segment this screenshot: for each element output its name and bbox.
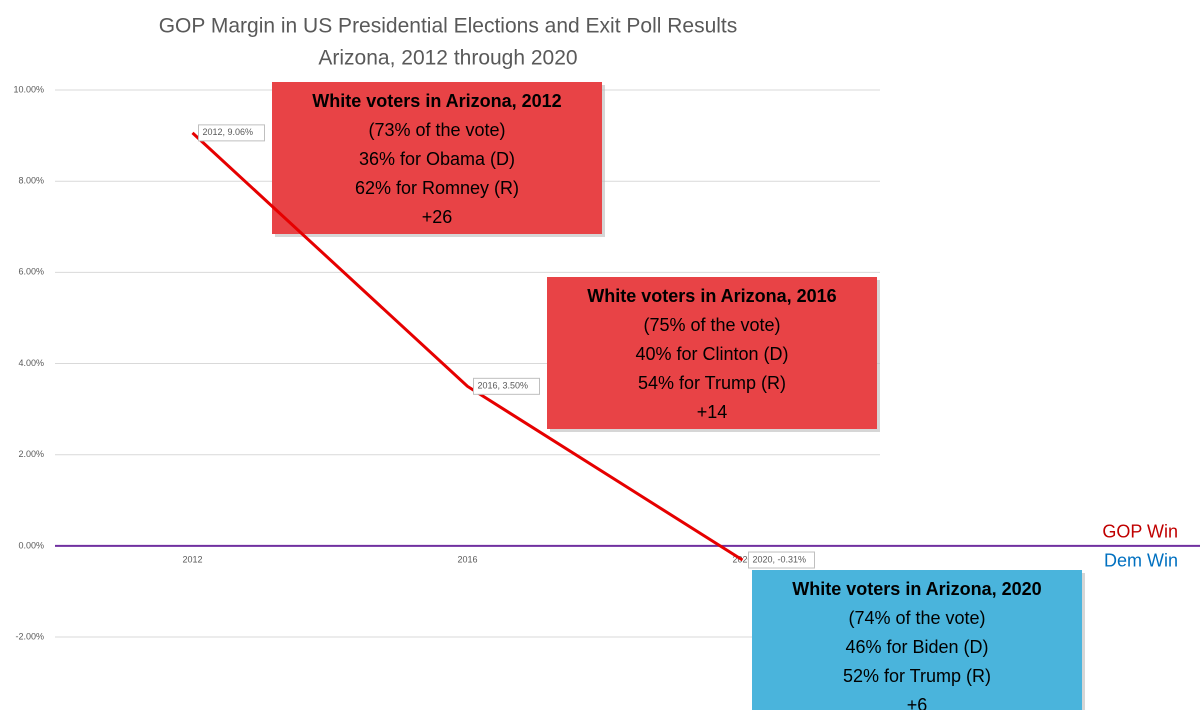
annotation-line: +14 [697, 402, 728, 422]
annotation-bg [752, 570, 1082, 715]
data-label-bg [473, 377, 540, 395]
data-label: 2020, -0.31% [753, 554, 807, 564]
dem-win-label: Dem Win [1104, 551, 1178, 571]
chart-title: GOP Margin in US Presidential Elections … [159, 15, 738, 38]
annotation-line: White voters in Arizona, 2012 [312, 91, 561, 111]
y-tick-label: 4.00% [18, 358, 44, 368]
data-label-bg [748, 551, 815, 569]
annotation-line: 46% for Biden (D) [845, 637, 988, 657]
chart-subtitle: Arizona, 2012 through 2020 [318, 47, 577, 70]
annotation-line: +6 [907, 695, 928, 710]
y-tick-label: 2.00% [18, 449, 44, 459]
annotation-box: White voters in Arizona, 2012 (73% of the… [272, 82, 605, 237]
annotation-line: White voters in Arizona, 2020 [792, 579, 1041, 599]
data-label: 2012, 9.06% [203, 127, 254, 137]
annotation-line: 40% for Clinton (D) [635, 344, 788, 364]
annotation-line: White voters in Arizona, 2016 [587, 286, 836, 306]
annotation-line: 36% for Obama (D) [359, 149, 515, 169]
annotation-line: (74% of the vote) [848, 608, 985, 628]
annotation-line: 62% for Romney (R) [355, 178, 519, 198]
data-label: 2016, 3.50% [478, 381, 529, 391]
annotation-line: 52% for Trump (R) [843, 666, 991, 686]
y-tick-label: 0.00% [18, 540, 44, 550]
annotation-bg [547, 277, 877, 429]
annotation-box: White voters in Arizona, 2016 (75% of the… [547, 277, 880, 432]
y-tick-label: -2.00% [15, 631, 44, 641]
data-line [191, 131, 744, 562]
x-tick-label: 2016 [457, 554, 477, 564]
annotation-line: 54% for Trump (R) [638, 373, 786, 393]
y-tick-label: 8.00% [18, 176, 44, 186]
data-label-bg [198, 124, 265, 142]
y-tick-label: 10.00% [13, 84, 44, 94]
annotation-bg [272, 82, 602, 234]
annotation-line: +26 [422, 207, 453, 227]
annotation-line: (73% of the vote) [368, 120, 505, 140]
x-tick-label: 2012 [182, 554, 202, 564]
annotation-line: (75% of the vote) [643, 315, 780, 335]
annotation-box: White voters in Arizona, 2020 (74% of the… [752, 570, 1085, 715]
y-tick-label: 6.00% [18, 267, 44, 277]
gop-win-label: GOP Win [1102, 522, 1178, 542]
